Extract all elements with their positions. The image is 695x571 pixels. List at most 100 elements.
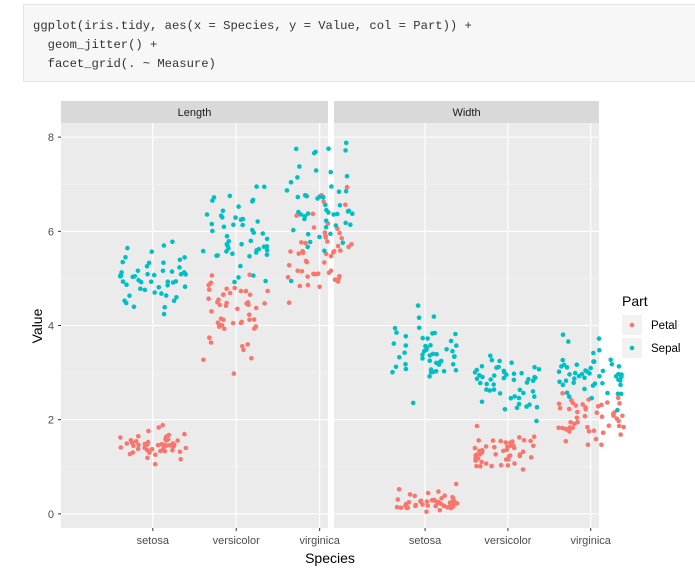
data-point [403,334,409,339]
data-point [241,347,246,353]
data-point [477,373,482,378]
data-point [617,401,622,406]
data-point [483,461,489,466]
data-point [260,231,266,236]
data-point [478,463,483,469]
data-point [337,230,342,236]
data-point [613,374,619,379]
data-point [149,249,154,254]
data-point [249,356,254,361]
data-point [557,379,562,385]
data-point [295,194,301,200]
data-point [299,240,304,245]
data-point [248,238,254,244]
data-point [530,389,536,394]
data-point [284,188,290,193]
data-point [236,275,241,280]
axes: setosa versicolor virginica setosa versicolo… [29,132,612,566]
data-point [453,368,459,373]
data-point [508,395,514,401]
data-point [594,410,600,416]
data-point [156,425,161,430]
data-point [524,404,529,409]
data-point [328,254,334,259]
data-point [597,374,602,379]
data-point [427,374,432,379]
data-point [605,390,610,396]
data-point [431,497,437,503]
data-point [151,272,157,278]
data-point [420,356,425,361]
data-point [305,274,310,279]
y-tick-label: 4 [48,321,54,333]
data-point [297,164,302,169]
data-point [438,501,444,507]
data-point [247,272,252,278]
data-point [501,368,507,374]
data-point [560,391,565,396]
data-point [238,217,244,222]
data-point [344,173,350,179]
data-point [437,507,443,513]
data-point [245,342,250,347]
data-point [568,420,573,425]
data-point [208,280,214,286]
data-point [182,431,187,437]
data-point [264,236,270,242]
data-point [246,312,252,317]
data-point [338,248,343,253]
data-point [221,224,227,230]
data-point [322,248,327,254]
data-point [474,376,480,382]
data-point [239,319,244,325]
data-point [209,273,215,278]
data-point [519,370,524,376]
data-point [336,189,342,194]
data-point [315,196,320,201]
data-point [299,269,305,274]
data-point [302,216,307,222]
data-point [210,228,215,234]
data-point [521,438,527,443]
data-point [146,428,151,434]
legend-title: Part [622,293,648,309]
data-point [243,288,249,294]
data-point [488,353,493,359]
data-point [563,378,569,384]
data-point [516,395,522,401]
data-point [521,390,526,396]
data-point [474,463,479,469]
data-point [300,250,306,255]
x-tick-label: setosa [137,535,170,547]
data-point [473,453,479,458]
data-point [206,287,212,292]
data-point [291,227,296,233]
data-point [304,259,310,265]
data-point [501,375,507,381]
data-point [123,255,128,260]
data-point [424,347,429,353]
y-tick-label: 0 [48,509,54,521]
data-point [250,199,255,204]
data-point [163,438,169,443]
data-point [395,497,401,502]
data-point [618,391,624,397]
legend-label: Sepal [651,343,680,355]
data-point [183,445,189,451]
data-point [439,496,444,501]
facet-strip-label: Length [178,107,212,119]
data-point [517,452,523,457]
data-point [251,326,257,331]
data-point [165,279,171,284]
y-tick-label: 8 [48,132,54,144]
data-point [531,443,536,449]
data-point [329,184,334,189]
data-point [343,140,349,146]
data-point [574,362,580,368]
legend-symbol [629,322,635,328]
data-point [251,317,257,322]
data-point [217,302,223,308]
data-point [453,331,458,337]
data-point [293,146,299,152]
data-point [236,204,241,209]
